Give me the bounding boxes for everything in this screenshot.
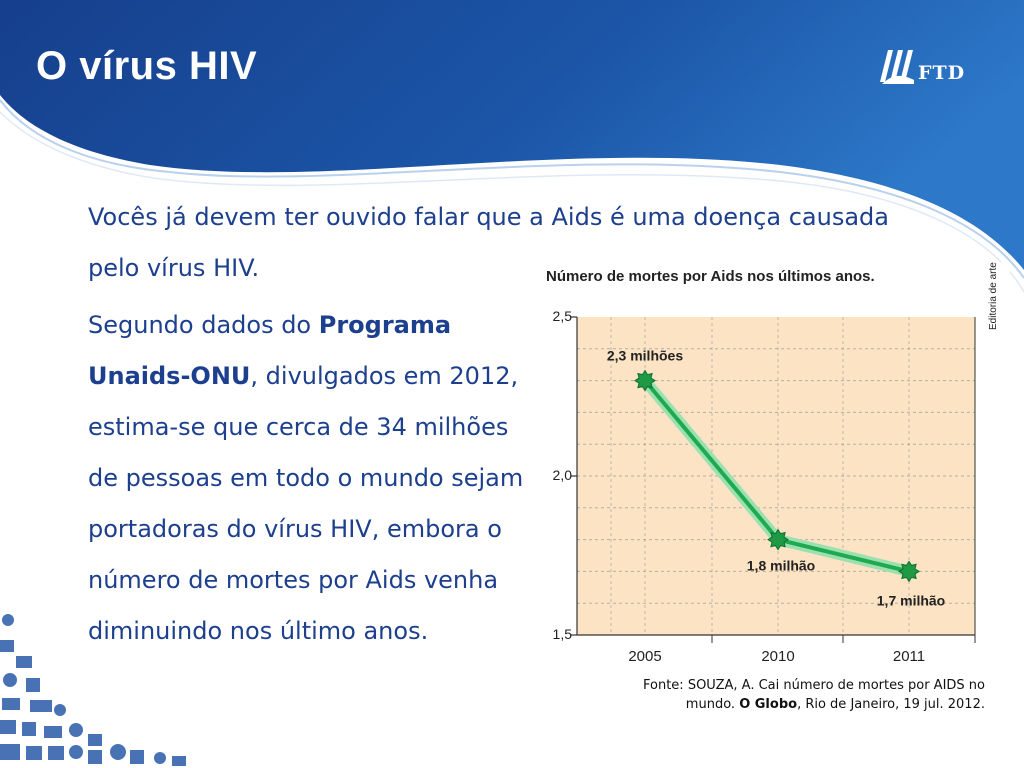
data-marker <box>898 560 920 583</box>
data-marker <box>634 369 656 392</box>
data-markers <box>634 369 920 583</box>
source-publication: O Globo <box>739 697 798 712</box>
y-tick-label: 1,5 <box>553 626 573 642</box>
program-name: Programa Unaids-ONU <box>88 311 452 390</box>
y-tick-labels: 2,5 2,0 1,5 <box>553 308 573 642</box>
intro-paragraph: Vocês já devem ter ouvido falar que a Ai… <box>88 203 889 282</box>
x-tick-label: 2005 <box>628 648 661 665</box>
data-label: 1,8 milhão <box>747 558 815 574</box>
chart-title: Número de mortes por Aids nos últimos an… <box>546 268 875 285</box>
line-chart: 2,5 2,0 1,5 2005 2010 2011 2,3 milhões 1,8 mi… <box>553 308 976 665</box>
y-tick-label: 2,5 <box>553 308 573 324</box>
p2-rest-text: , divulgados em 2012, estima-se que cerc… <box>88 362 524 645</box>
body-text: Vocês já devem ter ouvido falar que a Ai… <box>88 192 889 663</box>
data-marker <box>767 528 789 551</box>
chart-credit: Editoria de arte <box>988 262 999 330</box>
x-tick-label: 2010 <box>761 648 794 665</box>
header-banner <box>0 0 1024 293</box>
ftd-logo-icon <box>880 50 914 84</box>
source-citation: Fonte: SOUZA, A. Cai número de mortes po… <box>600 676 985 714</box>
data-labels: 2,3 milhões 1,8 milhão 1,7 milhão <box>607 348 945 609</box>
y-tick-label: 2,0 <box>553 467 573 483</box>
logo-text: FTD <box>918 62 966 84</box>
p2-lead-text: Segundo dados do <box>88 311 319 339</box>
axes <box>571 316 976 643</box>
slide-title: O vírus HIV <box>36 44 258 88</box>
data-paragraph: Segundo dados do Programa Unaids-ONU, di… <box>88 300 543 657</box>
x-tick-labels: 2005 2010 2011 <box>628 648 925 665</box>
source-lead: Fonte: SOUZA, A. Cai número de mortes po… <box>643 678 985 712</box>
x-tick-label: 2011 <box>893 648 925 665</box>
source-tail: , Rio de Janeiro, 19 jul. 2012. <box>797 697 985 712</box>
data-label: 2,3 milhões <box>607 348 683 364</box>
data-label: 1,7 milhão <box>877 592 945 608</box>
decorative-icons <box>0 614 186 766</box>
